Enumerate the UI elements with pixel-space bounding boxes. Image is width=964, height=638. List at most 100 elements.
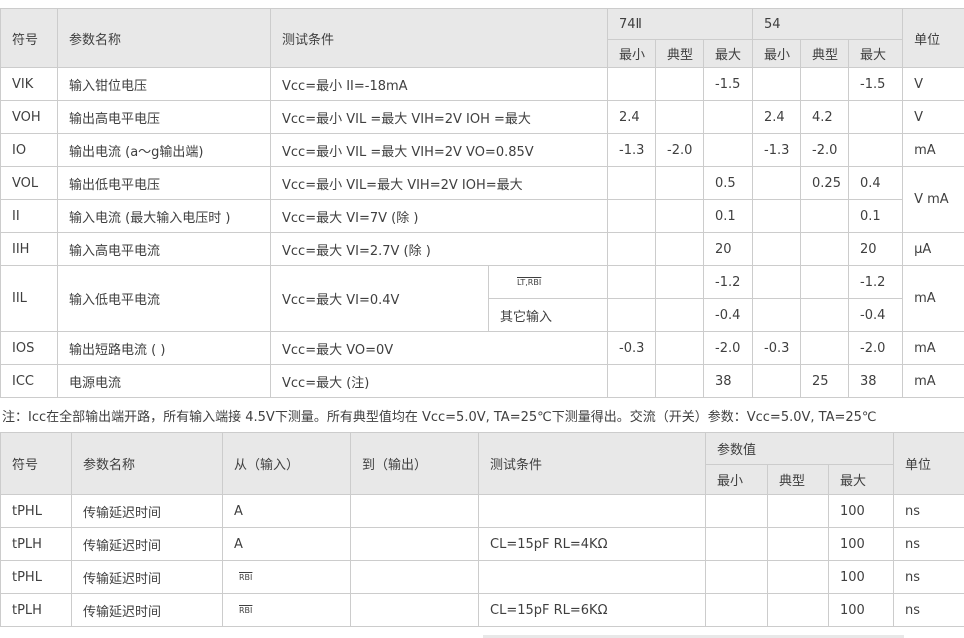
symbol-cell: tPHL xyxy=(1,561,72,594)
col-group-74: 74Ⅱ xyxy=(608,9,753,40)
note-text: 注：Icc在全部输出端开路，所有输入端接 4.5V下测量。所有典型值均在 Vcc… xyxy=(0,398,964,432)
col-header-typ: 典型 xyxy=(768,465,829,495)
col-header-74-min: 最小 xyxy=(608,40,656,68)
symbol-cell: IIL xyxy=(1,266,58,332)
param-name-cell: 输出短路电流 ( ) xyxy=(58,332,271,365)
test-condition-cell xyxy=(479,561,706,594)
from-input-cell-overlined: RBI xyxy=(223,561,351,594)
input-pin-cell-overlined: LT,RBI xyxy=(489,266,608,299)
value-cell xyxy=(706,528,768,561)
unit-cell: ns xyxy=(894,495,964,528)
value-cell xyxy=(656,101,704,134)
col-header-param-name: 参数名称 xyxy=(72,433,223,495)
param-name-cell: 输入低电平电流 xyxy=(58,266,271,332)
test-condition-cell: CL=15pF RL=4KΩ xyxy=(479,528,706,561)
symbol-cell: II xyxy=(1,200,58,233)
value-cell: 100 xyxy=(829,495,894,528)
symbol-cell: ICC xyxy=(1,365,58,398)
test-condition-cell: Vcc=最大 VI=7V (除 ) xyxy=(271,200,608,233)
col-header-test-condition: 测试条件 xyxy=(271,9,608,68)
value-cell xyxy=(753,299,801,332)
col-group-param-value: 参数值 xyxy=(706,433,894,465)
symbol-cell: IIH xyxy=(1,233,58,266)
symbol-cell: IO xyxy=(1,134,58,167)
value-cell xyxy=(656,266,704,299)
value-cell xyxy=(608,233,656,266)
test-condition-cell: Vcc=最小 VIL =最大 VIH=2V VO=0.85V xyxy=(271,134,608,167)
value-cell: 2.4 xyxy=(608,101,656,134)
value-cell xyxy=(656,299,704,332)
value-cell xyxy=(656,365,704,398)
col-header-74-max: 最大 xyxy=(704,40,753,68)
value-cell xyxy=(801,299,849,332)
col-header-max: 最大 xyxy=(829,465,894,495)
col-header-test-condition: 测试条件 xyxy=(479,433,706,495)
value-cell xyxy=(753,233,801,266)
param-name-cell: 输入钳位电压 xyxy=(58,68,271,101)
from-input-cell-overlined: RBI xyxy=(223,594,351,627)
value-cell: -1.5 xyxy=(849,68,903,101)
value-cell: -2.0 xyxy=(704,332,753,365)
value-cell xyxy=(801,266,849,299)
value-cell: 4.2 xyxy=(801,101,849,134)
value-cell: -1.2 xyxy=(704,266,753,299)
value-cell xyxy=(753,365,801,398)
value-cell xyxy=(768,594,829,627)
param-name-cell: 传输延迟时间 xyxy=(72,594,223,627)
unit-cell: mA xyxy=(903,134,964,167)
value-cell xyxy=(704,134,753,167)
value-cell xyxy=(608,167,656,200)
to-output-cell xyxy=(351,561,479,594)
value-cell xyxy=(849,101,903,134)
col-group-54: 54 xyxy=(753,9,903,40)
value-cell xyxy=(753,200,801,233)
from-input-cell: A xyxy=(223,528,351,561)
col-header-unit: 单位 xyxy=(894,433,964,495)
param-name-cell: 输入电流 (最大输入电压时 ) xyxy=(58,200,271,233)
col-header-to-output: 到（输出） xyxy=(351,433,479,495)
value-cell xyxy=(656,332,704,365)
unit-cell: ns xyxy=(894,561,964,594)
col-header-min: 最小 xyxy=(706,465,768,495)
value-cell xyxy=(801,233,849,266)
value-cell: 20 xyxy=(849,233,903,266)
param-name-cell: 输出电流 (a～g输出端) xyxy=(58,134,271,167)
value-cell: -2.0 xyxy=(801,134,849,167)
test-condition-cell: Vcc=最大 (注) xyxy=(271,365,608,398)
unit-cell: mA xyxy=(903,365,964,398)
value-cell xyxy=(753,266,801,299)
value-cell xyxy=(849,134,903,167)
unit-cell: ns xyxy=(894,528,964,561)
value-cell: -0.3 xyxy=(608,332,656,365)
value-cell xyxy=(608,299,656,332)
value-cell xyxy=(656,233,704,266)
value-cell: 0.1 xyxy=(849,200,903,233)
param-name-cell: 传输延迟时间 xyxy=(72,561,223,594)
value-cell: -1.3 xyxy=(608,134,656,167)
to-output-cell xyxy=(351,528,479,561)
value-cell xyxy=(706,495,768,528)
col-header-54-typ: 典型 xyxy=(801,40,849,68)
value-cell: 0.5 xyxy=(704,167,753,200)
col-header-54-min: 最小 xyxy=(753,40,801,68)
value-cell: 38 xyxy=(849,365,903,398)
input-pin-cell: 其它输入 xyxy=(489,299,608,332)
param-name-cell: 传输延迟时间 xyxy=(72,528,223,561)
value-cell xyxy=(768,528,829,561)
value-cell: 20 xyxy=(704,233,753,266)
value-cell: 25 xyxy=(801,365,849,398)
test-condition-cell: CL=15pF RL=6KΩ xyxy=(479,594,706,627)
value-cell xyxy=(753,167,801,200)
unit-cell: V xyxy=(903,68,964,101)
value-cell xyxy=(801,68,849,101)
test-condition-cell: Vcc=最大 VI=0.4V xyxy=(271,266,489,332)
symbol-cell: IOS xyxy=(1,332,58,365)
